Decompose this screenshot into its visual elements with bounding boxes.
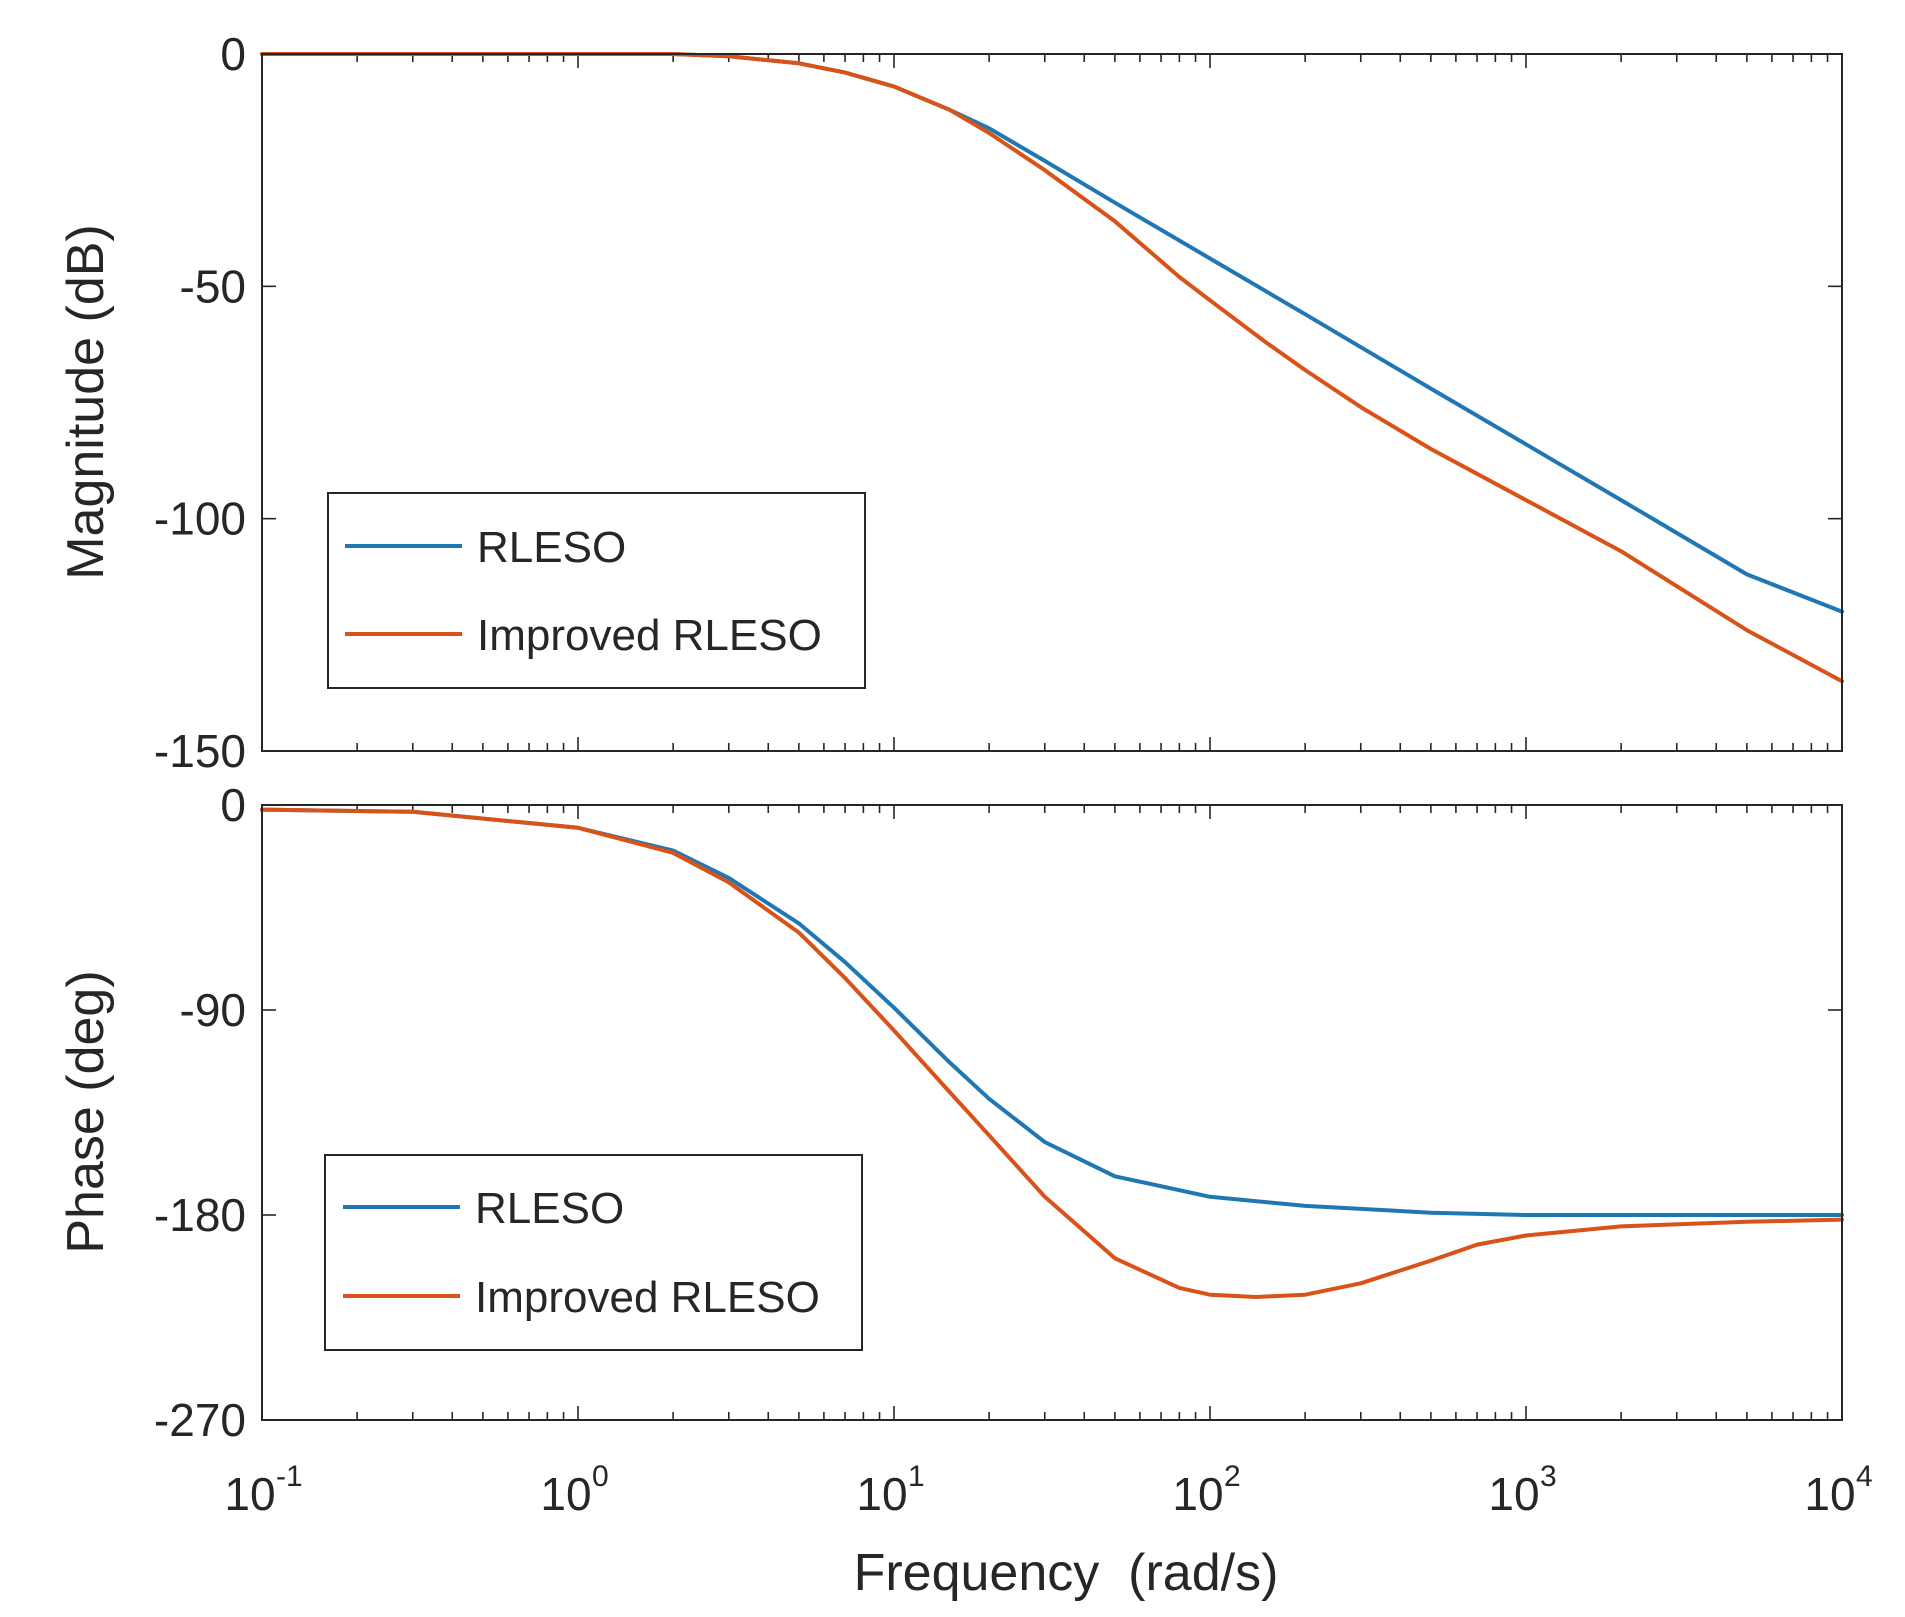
magnitude-legend-box — [327, 492, 866, 689]
x-tick-label: 10 — [856, 1468, 907, 1520]
phase-legend: RLESO Improved RLESO — [324, 1154, 863, 1351]
magnitude-y-tick-label: -100 — [154, 493, 246, 545]
phase-curves — [260, 807, 1844, 1299]
magnitude-y-tick-label: -150 — [154, 725, 246, 777]
magnitude-y-tick-label: 0 — [220, 28, 246, 80]
magnitude-y-tick-label: -50 — [180, 260, 246, 312]
phase-y-tick-label: -90 — [180, 984, 246, 1036]
magnitude-axes-frame — [261, 53, 1843, 752]
phase-ticks — [261, 804, 1842, 1421]
phase-curve-improved-rleso — [260, 807, 1844, 1299]
x-tick-label-exponent: -1 — [276, 1460, 303, 1493]
phase-x-tick-labels: 10 -1 10 0 10 1 10 2 10 3 10 4 — [224, 1460, 1872, 1520]
phase-y-tick-label: -180 — [154, 1189, 246, 1241]
phase-axes-frame — [261, 804, 1843, 1421]
magnitude-subplot: 0 -50 -100 -150 Magnitude (dB) RLESO Improv… — [57, 28, 1844, 777]
x-tick-label-exponent: 1 — [908, 1460, 925, 1493]
phase-y-tick-label: 0 — [220, 779, 246, 831]
x-tick-label: 10 — [1488, 1468, 1539, 1520]
phase-y-tick-labels: 0 -90 -180 -270 — [154, 779, 246, 1446]
x-tick-label: 10 — [540, 1468, 591, 1520]
x-tick-label: 10 — [1172, 1468, 1223, 1520]
x-tick-label-exponent: 0 — [592, 1460, 609, 1493]
magnitude-y-axis-label: Magnitude (dB) — [57, 224, 115, 580]
magnitude-y-tick-labels: 0 -50 -100 -150 — [154, 28, 246, 777]
phase-y-tick-label: -270 — [154, 1394, 246, 1446]
x-tick-label: 10 — [224, 1468, 275, 1520]
magnitude-curve-improved-rleso — [260, 52, 1844, 684]
x-tick-label-exponent: 2 — [1224, 1460, 1241, 1493]
phase-y-axis-label: Phase (deg) — [57, 970, 115, 1253]
magnitude-legend-label-improved-rleso: Improved RLESO — [477, 611, 822, 660]
phase-subplot: 0-90-180-270 10 -1 10 0 10 1 10 2 10 3 10 4 Phase (… — [57, 779, 1873, 1602]
phase-legend-label-rleso: RLESO — [475, 1184, 624, 1233]
x-tick-label: 10 — [1804, 1468, 1855, 1520]
magnitude-legend-label-rleso: RLESO — [477, 523, 626, 572]
phase-legend-box — [324, 1154, 863, 1351]
frequency-x-axis-label: Frequency (rad/s) — [854, 1544, 1279, 1602]
x-tick-label-exponent: 4 — [1856, 1460, 1873, 1493]
phase-legend-label-improved-rleso: Improved RLESO — [475, 1273, 820, 1322]
magnitude-legend: RLESO Improved RLESO — [327, 492, 866, 689]
x-tick-label-exponent: 3 — [1540, 1460, 1557, 1493]
